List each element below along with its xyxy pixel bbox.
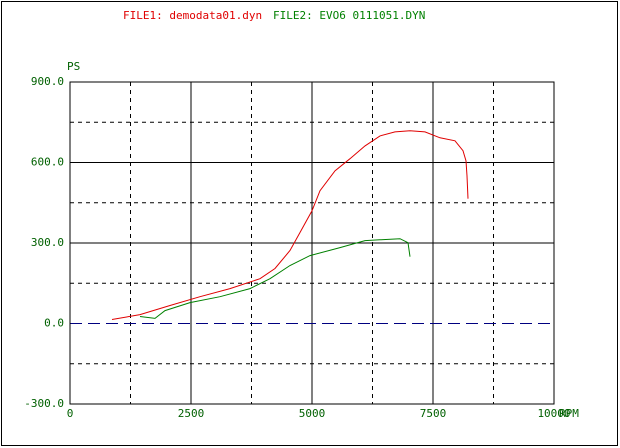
y-tick-label: 0.0 [44, 317, 64, 330]
x-tick-label: 10000 [537, 407, 570, 420]
y-tick-label: 300.0 [31, 236, 64, 249]
y-tick-label: -300.0 [24, 397, 64, 410]
legend-entry: FILE2: EVO6 0111051.DYN [273, 9, 425, 22]
x-tick-label: 7500 [420, 407, 447, 420]
x-tick-label: 0 [67, 407, 74, 420]
series-line [111, 130, 469, 320]
x-tick-label: 5000 [299, 407, 326, 420]
series-line [139, 238, 411, 319]
plot-frame [69, 81, 555, 405]
y-tick-label: 600.0 [31, 156, 64, 169]
y-tick-label: 900.0 [31, 75, 64, 88]
x-axis-label: RPM [559, 407, 579, 420]
legend-entry: FILE1: demodata01.dyn [123, 9, 262, 22]
x-tick-label: 2500 [178, 407, 205, 420]
y-axis-label: PS [67, 60, 80, 73]
